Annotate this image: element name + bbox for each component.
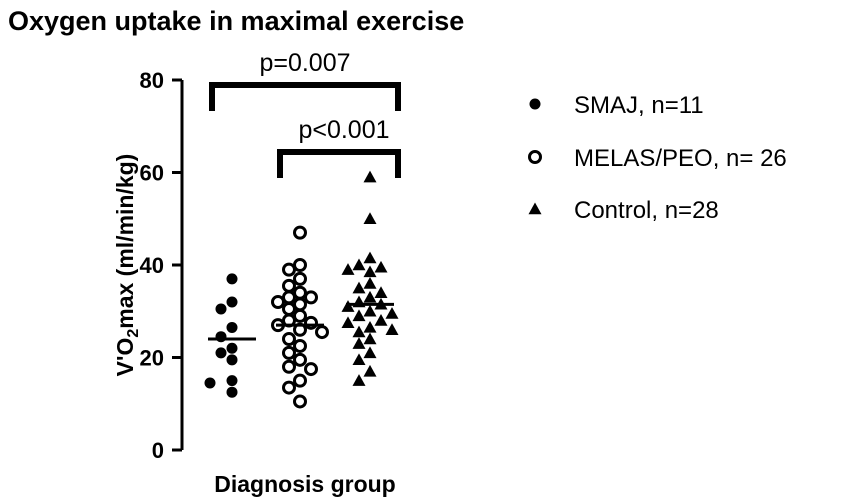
point-melas-peo xyxy=(271,295,285,309)
y-ticks: 0 20 40 60 80 xyxy=(140,68,182,463)
point-control xyxy=(352,374,366,386)
point-melas-peo xyxy=(293,258,307,272)
point-control xyxy=(352,325,366,338)
y-tick-label: 60 xyxy=(140,161,164,186)
point-control xyxy=(374,260,388,273)
y-tick-label: 80 xyxy=(140,68,164,93)
point-smaj xyxy=(226,354,238,366)
point-melas-peo xyxy=(282,345,296,360)
point-smaj xyxy=(215,347,227,359)
point-control xyxy=(363,277,377,289)
point-control xyxy=(352,281,366,294)
point-control xyxy=(341,300,355,312)
point-smaj xyxy=(204,377,216,389)
point-melas-peo xyxy=(282,380,296,395)
y-axis: 0 20 40 60 80 xyxy=(140,68,184,463)
point-control xyxy=(363,332,377,345)
point-control xyxy=(374,286,388,298)
point-control xyxy=(385,307,399,319)
point-control xyxy=(363,170,377,183)
chart-title: Oxygen uptake in maximal exercise xyxy=(8,6,464,36)
point-control xyxy=(363,320,377,333)
x-axis-label: Diagnosis group xyxy=(214,471,395,497)
y-axis-label-part-2: max (ml/min/kg) xyxy=(112,154,138,329)
significance-annotations: p=0.007 p<0.001 xyxy=(209,49,401,178)
legend-label: SMAJ, n=11 xyxy=(574,92,704,119)
significance-bracket xyxy=(209,81,401,111)
y-axis-label: V'O2max (ml/min/kg) xyxy=(112,154,142,377)
point-control xyxy=(363,304,377,317)
legend-label: MELAS/PEO, n= 26 xyxy=(574,145,787,172)
point-melas-peo xyxy=(282,278,296,293)
point-melas-peo xyxy=(293,285,307,300)
y-axis-label-part-1: V'O xyxy=(112,338,138,377)
y-tick-label: 0 xyxy=(152,438,164,463)
point-control xyxy=(352,258,366,271)
point-control xyxy=(352,337,366,349)
point-melas-peo xyxy=(293,225,307,240)
point-melas-peo xyxy=(293,297,307,312)
point-melas-peo xyxy=(293,338,307,353)
legend-label: Control, n=28 xyxy=(574,197,719,224)
point-melas-peo xyxy=(282,301,296,316)
point-control xyxy=(363,265,377,278)
significance-label: p<0.001 xyxy=(298,116,389,144)
y-axis-label-subscript: 2 xyxy=(125,329,142,338)
point-melas-peo xyxy=(282,262,296,277)
point-control xyxy=(363,346,377,359)
point-melas-peo xyxy=(293,352,307,367)
point-melas-peo xyxy=(282,359,296,374)
point-control xyxy=(341,263,355,275)
point-melas-peo xyxy=(293,271,307,286)
point-melas-peo xyxy=(282,290,296,305)
point-control xyxy=(363,364,377,377)
point-melas-peo xyxy=(304,362,318,377)
mean-lines xyxy=(208,302,394,341)
point-control xyxy=(363,290,377,303)
point-control xyxy=(341,316,355,329)
point-smaj xyxy=(226,321,238,333)
point-control xyxy=(385,323,399,335)
point-control xyxy=(363,251,377,264)
point-smaj xyxy=(215,303,227,315)
point-smaj xyxy=(226,386,238,398)
point-control xyxy=(352,309,366,322)
point-melas-peo xyxy=(282,332,296,346)
legend-marker-melas-peo xyxy=(528,150,542,164)
point-smaj xyxy=(226,342,238,354)
significance-bracket xyxy=(277,149,401,178)
y-tick-label: 20 xyxy=(140,346,164,371)
point-smaj xyxy=(215,331,227,343)
y-tick-label: 40 xyxy=(140,253,164,278)
data-points xyxy=(204,170,399,409)
point-melas-peo xyxy=(304,290,318,305)
point-melas-peo xyxy=(293,308,307,323)
point-control xyxy=(374,314,388,326)
point-smaj xyxy=(226,296,238,308)
point-control xyxy=(363,212,377,224)
point-control xyxy=(352,353,366,366)
legend-marker-control xyxy=(528,202,542,215)
point-smaj xyxy=(226,375,238,387)
legend: SMAJ, n=11 MELAS/PEO, n= 26 Control, n=28 xyxy=(528,92,787,224)
legend-marker-smaj xyxy=(529,98,541,110)
point-melas-peo xyxy=(304,315,318,330)
significance-label: p=0.007 xyxy=(259,49,350,77)
point-melas-peo xyxy=(315,325,329,340)
point-melas-peo xyxy=(293,394,307,409)
point-smaj xyxy=(226,273,238,285)
point-melas-peo xyxy=(293,373,307,388)
